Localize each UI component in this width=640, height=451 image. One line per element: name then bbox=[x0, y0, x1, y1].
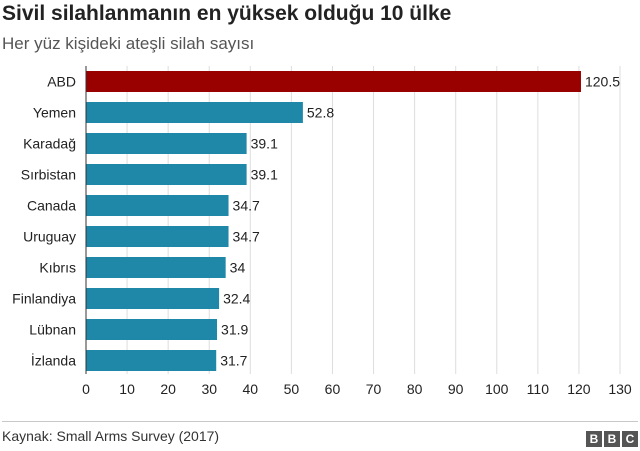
data-label: 31.7 bbox=[220, 353, 247, 369]
x-tick-label: 40 bbox=[243, 381, 259, 397]
x-tick-label: 30 bbox=[201, 381, 217, 397]
category-label: İzlanda bbox=[31, 352, 76, 369]
category-label: Sırbistan bbox=[21, 167, 76, 183]
x-tick-label: 20 bbox=[160, 381, 176, 397]
logo-block-2: B bbox=[604, 431, 620, 447]
x-tick-label: 90 bbox=[448, 381, 464, 397]
bar bbox=[86, 133, 247, 154]
source-note: Kaynak: Small Arms Survey (2017) bbox=[2, 428, 220, 444]
data-label: 39.1 bbox=[251, 167, 278, 183]
data-label: 31.9 bbox=[221, 322, 248, 338]
category-label: Uruguay bbox=[23, 229, 76, 245]
logo-block-3: C bbox=[622, 431, 638, 447]
x-tick-label: 70 bbox=[366, 381, 382, 397]
bars bbox=[86, 71, 581, 371]
chart-title: Sivil silahlanmanın en yüksek olduğu 10 … bbox=[2, 2, 452, 25]
category-label: ABD bbox=[47, 74, 76, 90]
bar bbox=[86, 288, 220, 309]
x-axis-ticks: 0 10 20 30 40 50 60 70 80 90 100 110 120 130 bbox=[82, 381, 632, 397]
data-label: 34.7 bbox=[233, 229, 260, 245]
category-label: Yemen bbox=[33, 105, 76, 121]
bar bbox=[86, 350, 217, 371]
category-label: Lübnan bbox=[29, 322, 76, 338]
data-label: 39.1 bbox=[251, 136, 278, 152]
bbc-logo: B B C bbox=[586, 431, 638, 447]
x-tick-label: 0 bbox=[82, 381, 90, 397]
bar bbox=[86, 71, 581, 92]
x-tick-label: 100 bbox=[485, 381, 509, 397]
data-label: 34 bbox=[230, 260, 246, 276]
chart-subtitle: Her yüz kişideki ateşli silah sayısı bbox=[2, 34, 255, 53]
category-label: Finlandiya bbox=[12, 291, 76, 307]
bar bbox=[86, 319, 218, 340]
x-tick-label: 60 bbox=[325, 381, 341, 397]
x-tick-label: 80 bbox=[407, 381, 423, 397]
x-tick-label: 50 bbox=[284, 381, 300, 397]
bar-chart: ABD Yemen Karadağ Sırbistan Canada Uruguay Kıb… bbox=[12, 66, 632, 397]
x-tick-label: 110 bbox=[527, 381, 550, 397]
data-label: 120.5 bbox=[585, 74, 620, 90]
bar bbox=[86, 257, 226, 278]
bar bbox=[86, 195, 229, 216]
logo-block-1: B bbox=[586, 431, 602, 447]
category-label: Karadağ bbox=[23, 136, 76, 152]
data-label: 52.8 bbox=[307, 105, 334, 121]
value-labels: 120.5 52.8 39.1 39.1 34.7 34.7 34 32.4 31.9 31.7 bbox=[220, 74, 620, 369]
category-labels: ABD Yemen Karadağ Sırbistan Canada Uruguay Kıb… bbox=[12, 74, 76, 369]
x-tick-label: 120 bbox=[567, 381, 591, 397]
footer-divider bbox=[2, 421, 638, 422]
x-tick-label: 130 bbox=[608, 381, 632, 397]
category-label: Kıbrıs bbox=[39, 260, 76, 276]
x-tick-label: 10 bbox=[119, 381, 135, 397]
data-label: 34.7 bbox=[233, 198, 260, 214]
category-label: Canada bbox=[27, 198, 76, 214]
bar bbox=[86, 164, 247, 185]
bar bbox=[86, 226, 229, 247]
bar bbox=[86, 102, 303, 123]
data-label: 32.4 bbox=[223, 291, 250, 307]
